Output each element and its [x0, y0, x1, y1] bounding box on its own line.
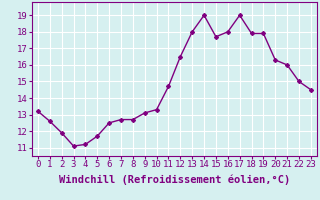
X-axis label: Windchill (Refroidissement éolien,°C): Windchill (Refroidissement éolien,°C) [59, 175, 290, 185]
